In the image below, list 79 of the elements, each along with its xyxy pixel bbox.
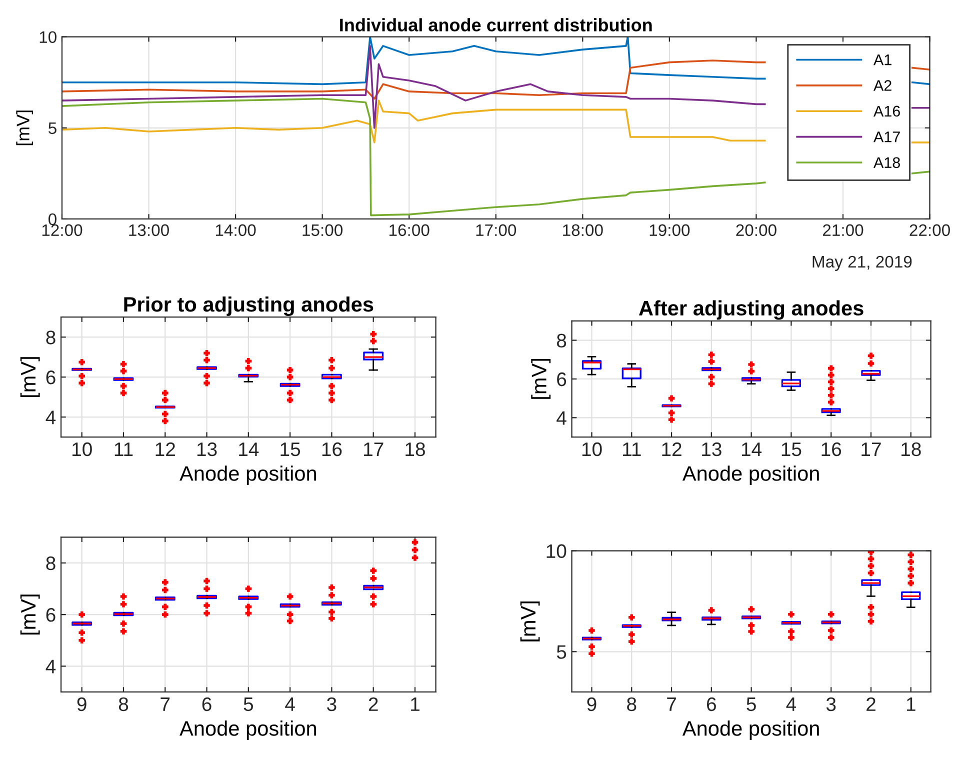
x-tick-label: 15: [782, 442, 802, 456]
x-tick-label: 11: [114, 442, 133, 456]
x-tick-label: 19:00: [650, 224, 690, 236]
legend-label: A17: [873, 132, 900, 142]
y-axis-title: [mV]: [531, 359, 551, 399]
x-tick-label: 13: [197, 442, 217, 456]
y-tick-label: 10: [546, 544, 566, 558]
y-tick-label: 10: [40, 31, 56, 44]
x-axis-title: Anode position: [180, 720, 316, 740]
x-tick-label: 1: [906, 698, 916, 711]
x-tick-label: 9: [77, 697, 86, 712]
x-tick-label: 18: [406, 442, 425, 456]
legend-label: A16: [873, 106, 900, 117]
x-axis-title: Anode position: [682, 720, 819, 740]
legend-label: A1: [873, 54, 892, 66]
y-tick-label: 0: [48, 213, 56, 226]
x-tick-label: 9: [587, 697, 596, 712]
y-tick-label: 5: [48, 122, 56, 134]
x-tick-label: 18:00: [563, 224, 603, 236]
x-tick-label: 5: [244, 698, 254, 712]
y-tick-label: 5: [556, 645, 566, 659]
x-tick-label: 4: [285, 698, 295, 711]
chart-title: Prior to adjusting anodes: [124, 296, 374, 316]
x-tick-label: 16: [822, 442, 842, 456]
x-tick-label: 2: [866, 697, 876, 711]
x-tick-label: 14: [239, 442, 259, 456]
x-tick-label: 11: [623, 442, 641, 456]
x-tick-label: 20:00: [736, 224, 776, 236]
x-tick-label: 14: [742, 442, 762, 456]
y-axis-title: [mV]: [520, 601, 540, 642]
text: May 21, 2019: [812, 256, 912, 271]
x-tick-label: 17: [364, 442, 384, 456]
y-tick-label: 4: [556, 411, 566, 425]
x-tick-label: 13:00: [129, 224, 169, 236]
x-tick-label: 5: [746, 698, 756, 712]
x-tick-label: 15: [280, 442, 300, 456]
chart-title: Individual anode current distribution: [340, 18, 652, 32]
x-tick-label: 3: [826, 697, 836, 712]
x-axis-title: Anode position: [682, 466, 819, 485]
y-tick-label: 8: [46, 556, 56, 570]
y-axis-title: [mV]: [20, 594, 40, 634]
x-tick-label: 21:00: [822, 224, 864, 236]
x-tick-label: 12: [662, 442, 682, 456]
x-tick-label: 16:00: [390, 224, 430, 236]
y-tick-label: 6: [557, 372, 566, 386]
x-tick-label: 8: [627, 697, 636, 712]
y-tick-label: 4: [46, 660, 56, 674]
legend-label: A2: [873, 80, 892, 91]
y-tick-label: 6: [46, 370, 56, 384]
x-tick-label: 14:00: [216, 224, 256, 236]
legend-label: A18: [873, 157, 900, 168]
x-tick-label: 6: [707, 697, 716, 712]
y-tick-label: 8: [556, 334, 566, 348]
x-tick-label: 7: [667, 698, 676, 711]
chart-title: After adjusting anodes: [638, 300, 864, 320]
y-tick-label: 4: [46, 410, 56, 424]
y-axis-title: [mV]: [20, 357, 40, 397]
y-tick-label: 8: [46, 330, 56, 344]
x-axis-title: Anode position: [180, 466, 316, 485]
x-tick-label: 1: [411, 698, 420, 711]
x-tick-label: 2: [368, 697, 378, 711]
x-tick-label: 7: [160, 698, 170, 711]
x-tick-label: 18: [902, 442, 921, 456]
x-tick-label: 13: [702, 442, 722, 456]
y-axis-title: [mV]: [16, 110, 34, 146]
x-tick-label: 3: [327, 697, 336, 712]
x-tick-label: 17:00: [476, 224, 516, 236]
x-tick-label: 15:00: [302, 224, 343, 236]
x-tick-label: 10: [582, 442, 602, 456]
x-tick-label: 12:00: [42, 224, 82, 236]
x-tick-label: 22:00: [910, 224, 950, 236]
x-tick-label: 17: [862, 442, 881, 456]
x-tick-label: 4: [786, 698, 796, 711]
x-tick-label: 8: [118, 697, 128, 712]
x-tick-label: 10: [72, 442, 92, 456]
y-tick-label: 6: [46, 608, 56, 622]
x-tick-label: 16: [322, 442, 342, 456]
x-tick-label: 12: [156, 442, 175, 456]
x-tick-label: 6: [202, 697, 212, 712]
